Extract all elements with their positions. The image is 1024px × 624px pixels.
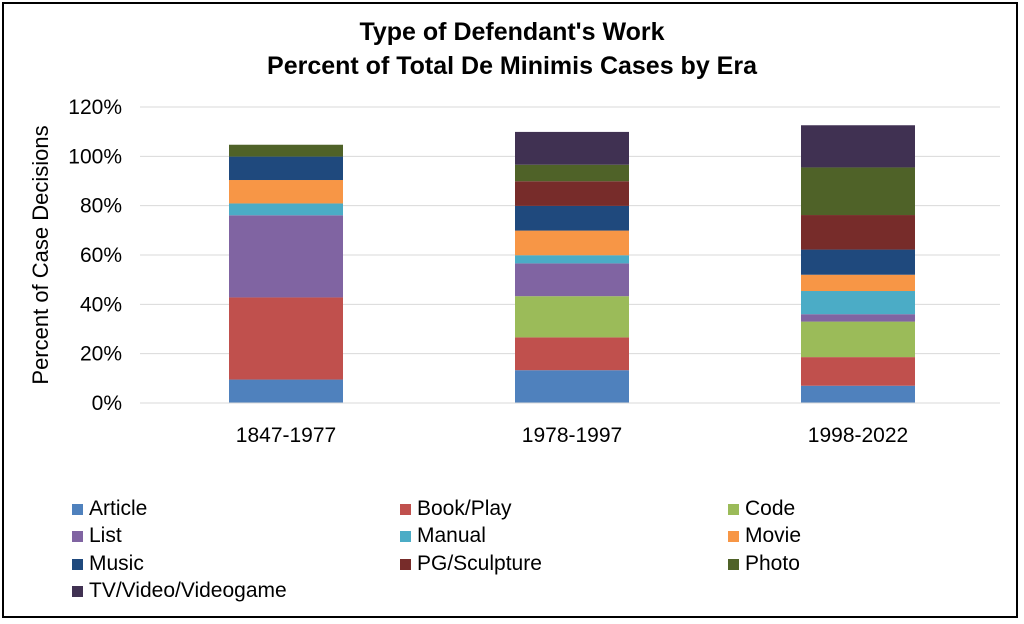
- bar-segment: [801, 167, 915, 216]
- bar-segment: [515, 296, 629, 338]
- bar-segment: [229, 180, 343, 204]
- bar-segment: [801, 249, 915, 275]
- y-tick-label: 100%: [68, 145, 122, 168]
- bar-segment: [801, 357, 915, 386]
- bar-segment: [229, 297, 343, 380]
- bar-segment: [515, 164, 629, 182]
- bar-segment: [515, 370, 629, 403]
- bar-segment: [515, 337, 629, 371]
- y-tick-label: 20%: [80, 343, 122, 366]
- bar-segment: [515, 263, 629, 297]
- bar-segment: [229, 156, 343, 181]
- bar-segment: [515, 131, 629, 165]
- bar-segment: [801, 314, 915, 322]
- bar-segment: [229, 203, 343, 216]
- y-tick-label: 0%: [92, 392, 122, 415]
- bar-segment: [515, 255, 629, 264]
- y-tick-label: 40%: [80, 293, 122, 316]
- bar-segment: [515, 205, 629, 231]
- bar-segment: [229, 379, 343, 403]
- bar-segment: [801, 291, 915, 315]
- chart-subtitle: Percent of Total De Minimis Cases by Era: [267, 52, 757, 80]
- x-tick-label: 1978-1997: [522, 424, 622, 447]
- y-tick-label: 60%: [80, 244, 122, 267]
- bar-segment: [801, 125, 915, 168]
- bar-segment: [515, 230, 629, 256]
- bar-segment: [801, 385, 915, 403]
- bar-segment: [801, 215, 915, 250]
- bar-segment: [515, 181, 629, 206]
- y-tick-label: 80%: [80, 195, 122, 218]
- x-tick-label: 1847-1977: [236, 424, 336, 447]
- bar-segment: [229, 144, 343, 157]
- chart-title: Type of Defendant's Work: [359, 18, 665, 46]
- bar-segment: [229, 215, 343, 298]
- y-axis-label: Percent of Case Decisions: [28, 125, 53, 384]
- y-tick-label: 120%: [68, 96, 122, 119]
- bar-segment: [801, 274, 915, 292]
- x-tick-label: 1998-2022: [808, 424, 908, 447]
- bar-segment: [801, 321, 915, 358]
